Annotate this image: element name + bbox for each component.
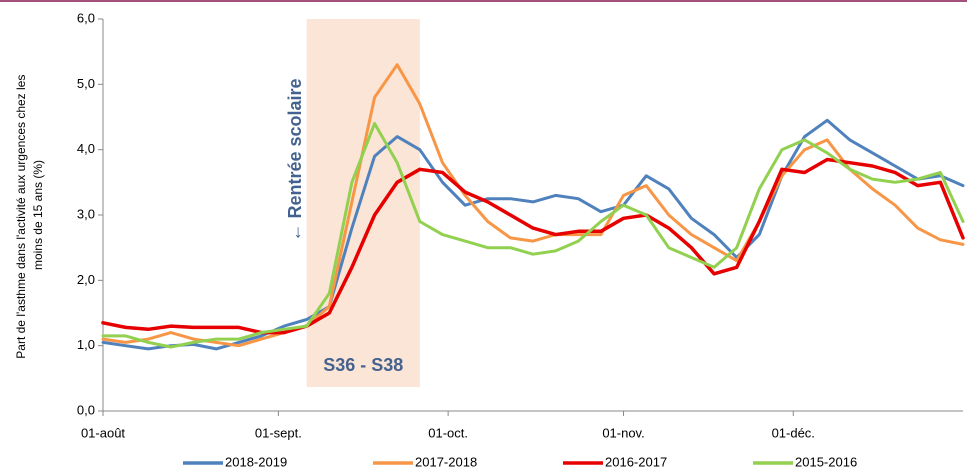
y-tick-label: 1,0 <box>77 337 95 352</box>
x-tick-label: 01-déc. <box>772 425 815 440</box>
legend-label: 2017-2018 <box>415 454 477 469</box>
legend-label: 2015-2016 <box>795 454 857 469</box>
y-tick-label: 3,0 <box>77 206 95 221</box>
series-line <box>101 63 965 348</box>
series-line <box>101 118 965 351</box>
x-tick-label: 01-oct. <box>428 425 468 440</box>
x-tick-label: 01-sept. <box>255 425 302 440</box>
event-annotation: ← Rentrée scolaire <box>285 78 305 241</box>
y-axis-label-line: Part de l'asthme dans l'activité aux urg… <box>14 75 28 359</box>
legend-label: 2016-2017 <box>605 454 667 469</box>
y-axis-label: Part de l'asthme dans l'activité aux urg… <box>14 71 45 358</box>
x-tick-label: 01-nov. <box>602 425 644 440</box>
series-line <box>101 157 965 335</box>
y-tick-label: 2,0 <box>77 272 95 287</box>
legend-label: 2018-2019 <box>225 454 287 469</box>
series-line <box>101 122 965 349</box>
x-tick-label: 01-août <box>81 425 125 440</box>
y-tick-label: 4,0 <box>77 141 95 156</box>
y-tick-label: 5,0 <box>77 76 95 91</box>
y-tick-label: 6,0 <box>77 10 95 25</box>
y-axis-label-line: moins de 15 ans (%) <box>31 160 45 270</box>
highlight-span <box>306 19 420 387</box>
y-tick-label: 0,0 <box>77 402 95 417</box>
span-annotation: S36 - S38 <box>323 355 403 375</box>
